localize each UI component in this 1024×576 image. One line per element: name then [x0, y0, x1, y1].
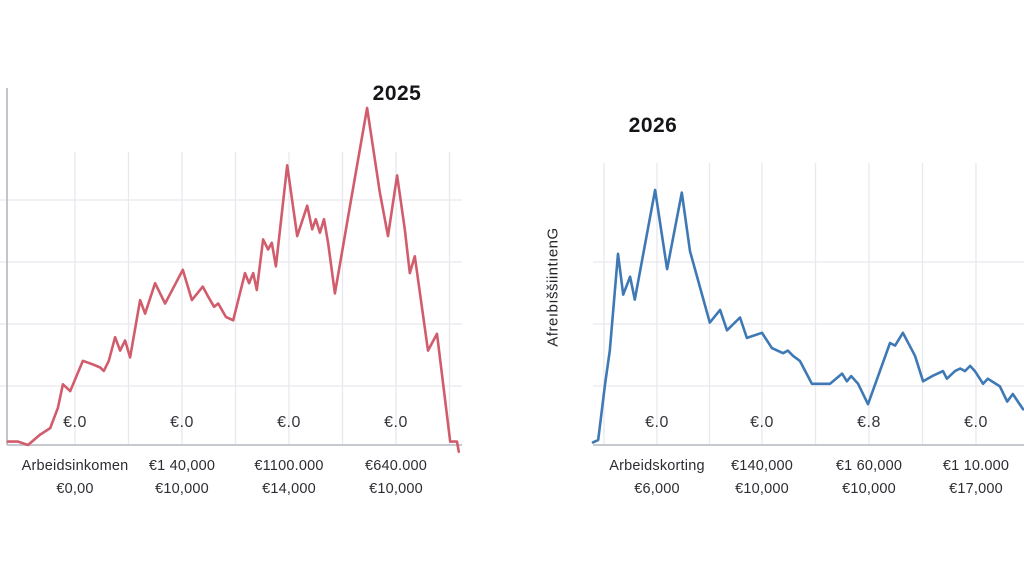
- x-axis-label-row2: €10,000: [155, 481, 209, 497]
- series-layer: [6, 106, 1024, 454]
- x-axis-label-row1: €140,000: [730, 458, 794, 474]
- x-axis-label-row1: Arbeidsinkomen: [21, 458, 129, 474]
- inline-tick-label: €.0: [63, 414, 87, 431]
- axis-layer: [6, 88, 1024, 446]
- x-axis-label-row1: €1 10.000: [942, 458, 1010, 474]
- inline-tick-label: €.0: [170, 414, 194, 431]
- chart-title-2025: 2025: [372, 82, 422, 105]
- inline-tick-label: €.0: [277, 414, 301, 431]
- x-axis-label-row1: Arbeidskorting: [609, 458, 705, 474]
- inline-tick-label: €.8: [857, 414, 881, 431]
- x-axis-label-row2: €17,000: [949, 481, 1003, 497]
- inline-tick-label: €.0: [645, 414, 669, 431]
- line-series-2025: [6, 106, 461, 454]
- x-axis-label-row1: €1 60,000: [835, 458, 903, 474]
- x-axis-label-row2: €6,000: [634, 481, 680, 497]
- x-axis-label-row2: €10,000: [842, 481, 896, 497]
- inline-tick-label: €.0: [964, 414, 988, 431]
- y-axis-label: AfreıbıššiintıenG: [544, 227, 562, 347]
- line-series-2026: [591, 188, 1024, 444]
- x-axis-label-row2: €10,000: [369, 481, 423, 497]
- x-axis-label-row1: €640.000: [364, 458, 428, 474]
- x-axis-label-row2: €10,000: [735, 481, 789, 497]
- chart-title-2026: 2026: [628, 114, 678, 137]
- inline-tick-label: €.0: [384, 414, 408, 431]
- x-axis-label-row2: €14,000: [262, 481, 316, 497]
- x-axis-label-row1: €1100.000: [254, 458, 324, 474]
- inline-tick-label: €.0: [750, 414, 774, 431]
- x-axis-label-row1: €1 40,000: [148, 458, 216, 474]
- x-axis-label-row2: €0,00: [56, 481, 94, 497]
- grid-layer: [0, 152, 1024, 445]
